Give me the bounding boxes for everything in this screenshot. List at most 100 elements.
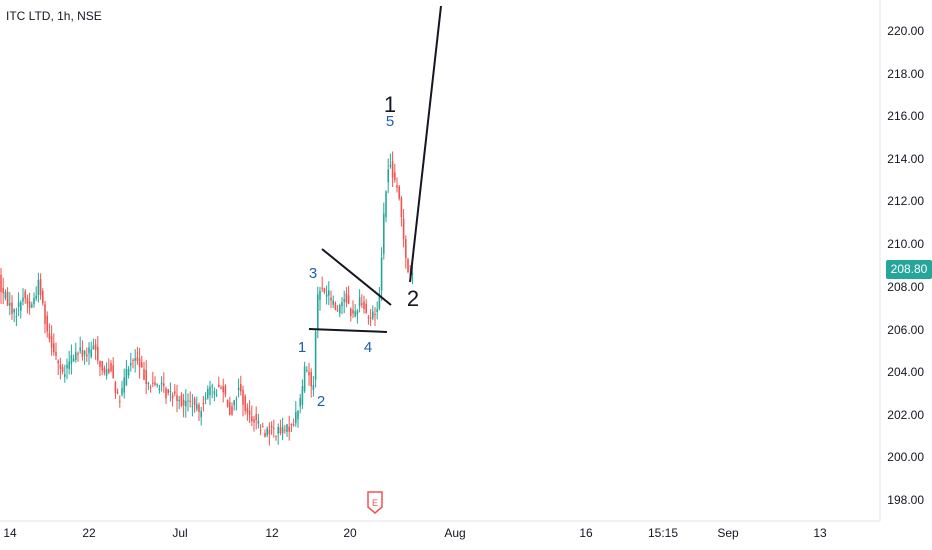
wave-label-major-2[interactable]: 2 [407, 286, 419, 311]
candle-body [328, 290, 330, 296]
candle-body [246, 407, 249, 413]
candle-body [158, 388, 161, 391]
earnings-marker[interactable]: E [367, 491, 383, 514]
candle-body [330, 297, 332, 301]
candle-body [202, 402, 205, 405]
candle-body [125, 368, 128, 386]
candle-body [28, 301, 31, 308]
candle-body [77, 353, 79, 355]
candle-body [79, 347, 81, 351]
time-tick-label: 14 [3, 526, 17, 540]
candle-body [242, 389, 244, 405]
candle-body [53, 343, 55, 353]
candle-body [343, 299, 345, 302]
candle-body [244, 396, 246, 411]
price-tick-label: 198.00 [887, 493, 924, 507]
wave-label-minor-3[interactable]: 3 [309, 265, 317, 282]
candle-body [251, 416, 253, 422]
candle-body [396, 185, 398, 188]
triangle-lower-line[interactable] [308, 328, 388, 333]
time-axis[interactable]: 14 22 Jul 12 20 Aug 16 15:15 Sep 13 [3, 526, 827, 540]
candle-body [138, 358, 141, 368]
candle-body [123, 377, 125, 393]
candle-body [248, 410, 251, 415]
candle-body [303, 366, 306, 392]
candle-body [317, 294, 319, 329]
candle-body [121, 388, 123, 395]
candle-body [319, 291, 321, 300]
candle-body [22, 297, 24, 302]
candle-body [222, 385, 224, 393]
candle-body [132, 359, 134, 361]
candle-body [204, 397, 207, 400]
candle-body [110, 363, 112, 372]
trend-line[interactable] [409, 5, 442, 283]
candle-body [169, 391, 172, 393]
time-tick-label: 16 [579, 526, 593, 540]
time-tick-label: Jul [172, 526, 187, 540]
candle-body [411, 272, 414, 275]
candle-body [116, 392, 119, 394]
candle-body [24, 291, 26, 299]
candle-body [33, 297, 35, 305]
wave-label-major-1[interactable]: 1 [384, 92, 396, 117]
candle-body [391, 161, 394, 178]
candle-body [94, 344, 97, 350]
candle-body [218, 384, 220, 387]
candle-body [147, 383, 150, 385]
candle-body [193, 398, 196, 405]
candle-body [64, 374, 66, 377]
candle-body [266, 428, 268, 436]
candle-body [154, 382, 156, 385]
wave-label-minor-1[interactable]: 1 [298, 339, 306, 356]
candle-body [174, 391, 176, 394]
candle-body [46, 315, 48, 332]
candle-body [332, 300, 334, 305]
candle-body [0, 274, 2, 293]
triangle-upper-line[interactable] [321, 248, 392, 306]
candle-body [306, 369, 308, 371]
candle-body [240, 383, 242, 392]
time-tick-label: 12 [265, 526, 279, 540]
price-tick-label: 208.00 [887, 280, 924, 294]
candle-body [367, 317, 370, 319]
candle-body [50, 335, 53, 348]
wave-label-minor-2[interactable]: 2 [317, 393, 325, 410]
candle-body [253, 419, 255, 423]
candle-body [198, 404, 200, 412]
candle-body [42, 290, 44, 304]
candle-body [165, 388, 167, 399]
candle-body [347, 295, 350, 304]
price-axis[interactable]: 220.00 218.00 216.00 214.00 212.00 210.0… [887, 24, 924, 507]
candle-body [394, 172, 396, 181]
candle-body [323, 288, 326, 293]
candle-body [97, 346, 99, 361]
candle-body [372, 311, 374, 319]
candle-body [185, 401, 187, 407]
candle-body [180, 394, 183, 406]
candle-body [61, 367, 64, 372]
candle-body [279, 427, 282, 433]
current-price-badge: 208.80 [886, 260, 932, 279]
wave-label-minor-4[interactable]: 4 [364, 339, 372, 356]
candle-body [143, 369, 145, 380]
candle-body [200, 411, 202, 418]
candle-body [233, 400, 235, 406]
candle-body [292, 424, 295, 426]
candle-body [20, 302, 22, 311]
candle-body [226, 399, 229, 408]
candle-body [301, 386, 304, 405]
candle-body [105, 369, 108, 376]
candle-body [224, 385, 227, 395]
candle-body [277, 426, 279, 434]
drawing-layer[interactable] [308, 5, 442, 333]
symbol-title[interactable]: ITC LTD, 1h, NSE [6, 9, 102, 23]
candle-body [167, 389, 169, 394]
candle-body [378, 294, 381, 309]
wave-label-minor-5[interactable]: 5 [386, 113, 394, 130]
candle-body [376, 309, 378, 313]
candle-body [387, 169, 389, 183]
candle-body [178, 399, 180, 401]
candle-body [99, 361, 101, 367]
